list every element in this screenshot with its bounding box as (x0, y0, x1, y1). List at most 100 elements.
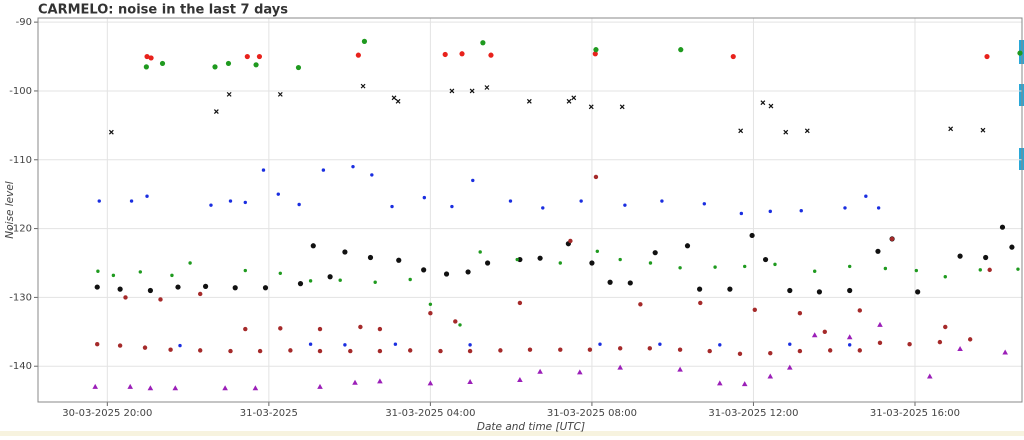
point (678, 266, 682, 270)
point (391, 95, 397, 101)
point (623, 203, 627, 207)
point (907, 341, 912, 347)
point (743, 264, 747, 269)
point (198, 291, 203, 297)
point (648, 261, 653, 265)
point (170, 273, 174, 278)
point (373, 280, 377, 284)
point (458, 323, 462, 327)
x-tick-label: 31-03-2025 04:00 (385, 408, 475, 419)
point (638, 302, 643, 307)
point (660, 199, 664, 203)
point (147, 385, 154, 391)
point (822, 329, 827, 335)
point (983, 254, 989, 261)
point (252, 385, 259, 391)
point (558, 347, 563, 352)
point (297, 281, 304, 287)
point (737, 351, 743, 357)
point (393, 342, 398, 346)
point (984, 53, 990, 60)
point (579, 199, 583, 203)
point (788, 342, 792, 346)
point (212, 64, 218, 70)
point (138, 270, 143, 274)
point (377, 326, 383, 332)
point (96, 269, 100, 273)
point (598, 342, 602, 346)
point (617, 364, 623, 370)
point (450, 204, 454, 209)
y-axis-label: Noise level (4, 181, 16, 239)
point (876, 206, 881, 210)
point (717, 380, 723, 386)
point (508, 199, 513, 203)
point (261, 168, 266, 172)
point (471, 178, 475, 183)
point (123, 295, 128, 300)
point (159, 60, 166, 67)
point (278, 326, 283, 331)
point (108, 129, 114, 135)
point (327, 274, 333, 280)
point (243, 268, 247, 273)
point (148, 55, 154, 61)
point (883, 266, 888, 271)
point (178, 343, 182, 348)
point (158, 297, 163, 302)
point (571, 95, 577, 101)
point (804, 128, 810, 134)
point (857, 308, 862, 313)
point (702, 202, 707, 206)
point (749, 232, 755, 239)
point (517, 376, 523, 382)
point (813, 269, 817, 273)
point (428, 302, 433, 306)
point (142, 345, 148, 350)
footer-strip (0, 431, 1024, 436)
point (577, 369, 583, 375)
point (443, 271, 450, 277)
point (768, 350, 773, 356)
point (317, 383, 323, 389)
point (816, 289, 823, 295)
point (308, 342, 313, 346)
point (697, 286, 703, 292)
point (338, 278, 342, 282)
point (262, 285, 269, 291)
point (527, 347, 533, 352)
point (175, 284, 181, 290)
x-tick-label: 30-03-2025 20:00 (62, 408, 152, 419)
point (957, 346, 963, 352)
point (1016, 267, 1020, 271)
point (517, 256, 523, 263)
point (351, 164, 355, 169)
point (739, 211, 744, 216)
point (943, 275, 947, 279)
point (652, 250, 658, 256)
point (321, 168, 326, 172)
point (370, 173, 374, 177)
point (222, 385, 228, 391)
point (453, 319, 458, 324)
point (257, 348, 263, 354)
point (213, 109, 219, 115)
point (147, 287, 153, 294)
point (647, 346, 653, 351)
point (484, 260, 491, 266)
point (488, 52, 494, 58)
point (449, 88, 455, 94)
point (288, 348, 293, 353)
point (407, 348, 413, 353)
point (607, 279, 613, 285)
point (317, 348, 323, 354)
point (707, 348, 712, 354)
chart-title: CARMELO: noise in the last 7 days (38, 3, 288, 18)
point (926, 373, 933, 379)
point (360, 83, 366, 89)
point (377, 348, 383, 354)
point (558, 261, 562, 265)
point (847, 264, 852, 269)
